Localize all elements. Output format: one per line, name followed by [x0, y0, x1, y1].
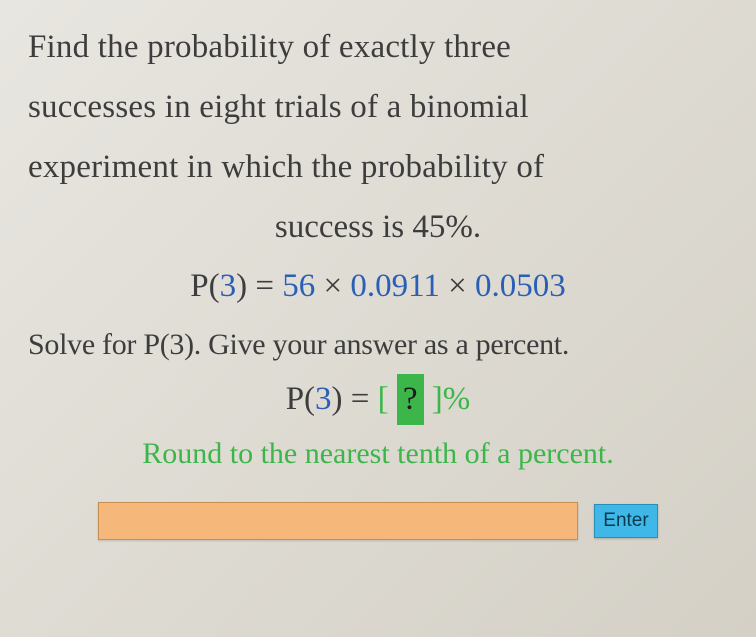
formula-times-2: ×	[440, 268, 475, 304]
formula-times-1: ×	[315, 268, 350, 304]
formula-val-1: 0.0911	[350, 268, 440, 304]
answer-expression: P(3) = [ ? ]%	[28, 374, 728, 425]
problem-line-4: success is 45%.	[28, 204, 728, 252]
problem-line-3: experiment in which the probability of	[28, 144, 728, 192]
answer-placeholder-box: ?	[397, 374, 424, 425]
formula-k: 3	[220, 268, 237, 304]
formula-coeff: 56	[282, 268, 315, 304]
formula-expression: P(3) = 56 × 0.0911 × 0.0503	[28, 261, 728, 312]
answer-input[interactable]	[98, 502, 578, 540]
answer-open-bracket: [	[378, 381, 397, 417]
answer-lhs: P(	[286, 381, 315, 417]
formula-paren-close: ) =	[236, 268, 282, 304]
formula-val-2: 0.0503	[475, 268, 566, 304]
answer-percent: %	[443, 381, 471, 417]
solve-instruction: Solve for P(3). Give your answer as a pe…	[28, 323, 728, 367]
answer-paren-close: ) =	[332, 381, 378, 417]
problem-line-1: Find the probability of exactly three	[28, 24, 728, 72]
rounding-instruction: Round to the nearest tenth of a percent.	[28, 431, 728, 476]
enter-button[interactable]: Enter	[594, 504, 657, 538]
formula-lhs: P(	[190, 268, 219, 304]
problem-line-2: successes in eight trials of a binomial	[28, 84, 728, 132]
answer-k: 3	[315, 381, 332, 417]
answer-close-bracket: ]	[424, 381, 443, 417]
input-row: Enter	[28, 502, 728, 540]
